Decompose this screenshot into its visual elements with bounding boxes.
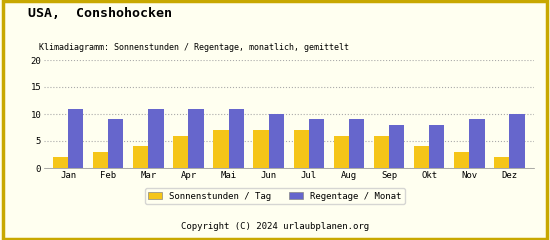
Text: Klimadiagramm: Sonnenstunden / Regentage, monatlich, gemittelt: Klimadiagramm: Sonnenstunden / Regentage… (39, 43, 349, 52)
Bar (213, 130, 229, 168)
Text: USA,  Conshohocken: USA, Conshohocken (28, 7, 172, 20)
Bar (509, 114, 525, 168)
Bar (469, 120, 485, 168)
Bar (189, 108, 204, 168)
Bar (229, 108, 244, 168)
Bar (294, 130, 309, 168)
Bar (414, 146, 429, 168)
Bar (53, 157, 68, 168)
Bar (173, 136, 189, 168)
Bar (68, 108, 83, 168)
Bar (254, 130, 269, 168)
Bar (389, 125, 404, 168)
Legend: Sonnenstunden / Tag, Regentage / Monat: Sonnenstunden / Tag, Regentage / Monat (145, 188, 405, 204)
Bar (93, 152, 108, 168)
Bar (374, 136, 389, 168)
Bar (349, 120, 364, 168)
Bar (108, 120, 123, 168)
Bar (429, 125, 444, 168)
Bar (269, 114, 284, 168)
Bar (334, 136, 349, 168)
Text: Copyright (C) 2024 urlaubplanen.org: Copyright (C) 2024 urlaubplanen.org (181, 222, 369, 231)
Bar (494, 157, 509, 168)
Bar (454, 152, 469, 168)
Bar (148, 108, 163, 168)
Bar (309, 120, 324, 168)
Bar (133, 146, 148, 168)
